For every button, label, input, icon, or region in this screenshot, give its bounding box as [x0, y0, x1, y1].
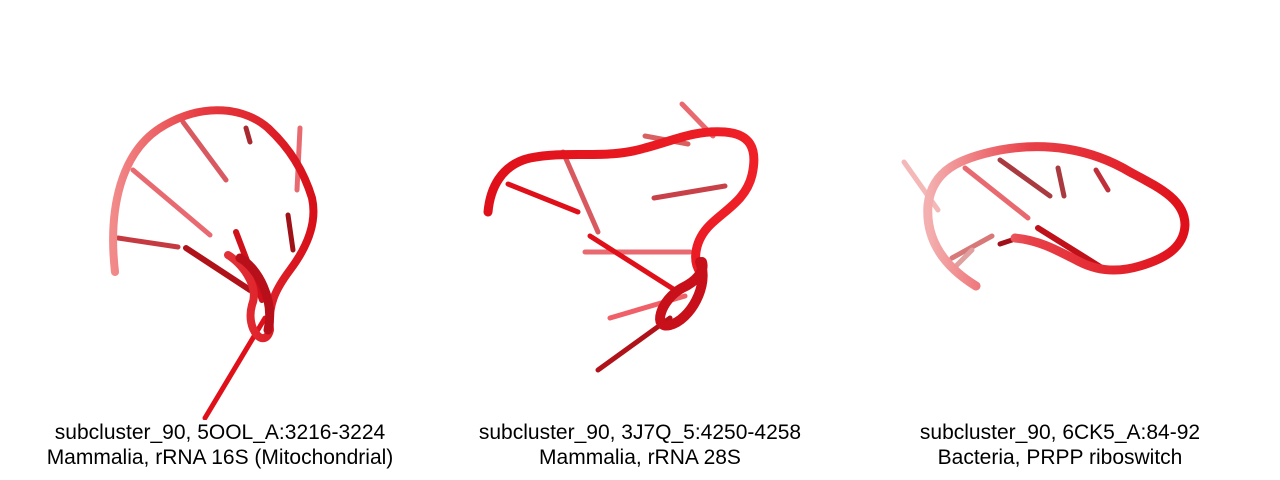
rna-structure-3	[901, 142, 1190, 291]
caption-1-subcluster: subcluster_90, 5OOL_A:3216-3224	[54, 421, 386, 444]
structure-panel-2: subcluster_90, 3J7Q_5:4250-4258 Mammalia…	[420, 0, 860, 480]
backbone-1	[109, 106, 318, 342]
caption-1: subcluster_90, 5OOL_A:3216-3224 Mammalia…	[0, 420, 440, 470]
caption-2-description: Mammalia, rRNA 28S	[539, 446, 741, 469]
caption-3-subcluster: subcluster_90, 6CK5_A:84-92	[919, 421, 1201, 444]
caption-3: subcluster_90, 6CK5_A:84-92 Bacteria, PR…	[840, 420, 1280, 470]
caption-2: subcluster_90, 3J7Q_5:4250-4258 Mammalia…	[420, 420, 860, 470]
caption-1-description: Mammalia, rRNA 16S (Mitochondrial)	[46, 446, 394, 469]
structure-panel-3: subcluster_90, 6CK5_A:84-92 Bacteria, PR…	[840, 0, 1280, 480]
base-sticks-3	[901, 157, 1111, 273]
base-sticks-2	[505, 101, 728, 373]
rna-structure-2	[483, 101, 759, 373]
backbone-2	[483, 127, 759, 277]
backbone-3	[923, 142, 1190, 291]
structure-panel-1: subcluster_90, 5OOL_A:3216-3224 Mammalia…	[0, 0, 440, 480]
rna-structure-1	[109, 106, 318, 420]
caption-2-subcluster: subcluster_90, 3J7Q_5:4250-4258	[478, 421, 802, 444]
base-sticks-1	[115, 119, 303, 420]
caption-3-description: Bacteria, PRPP riboswitch	[937, 446, 1183, 469]
